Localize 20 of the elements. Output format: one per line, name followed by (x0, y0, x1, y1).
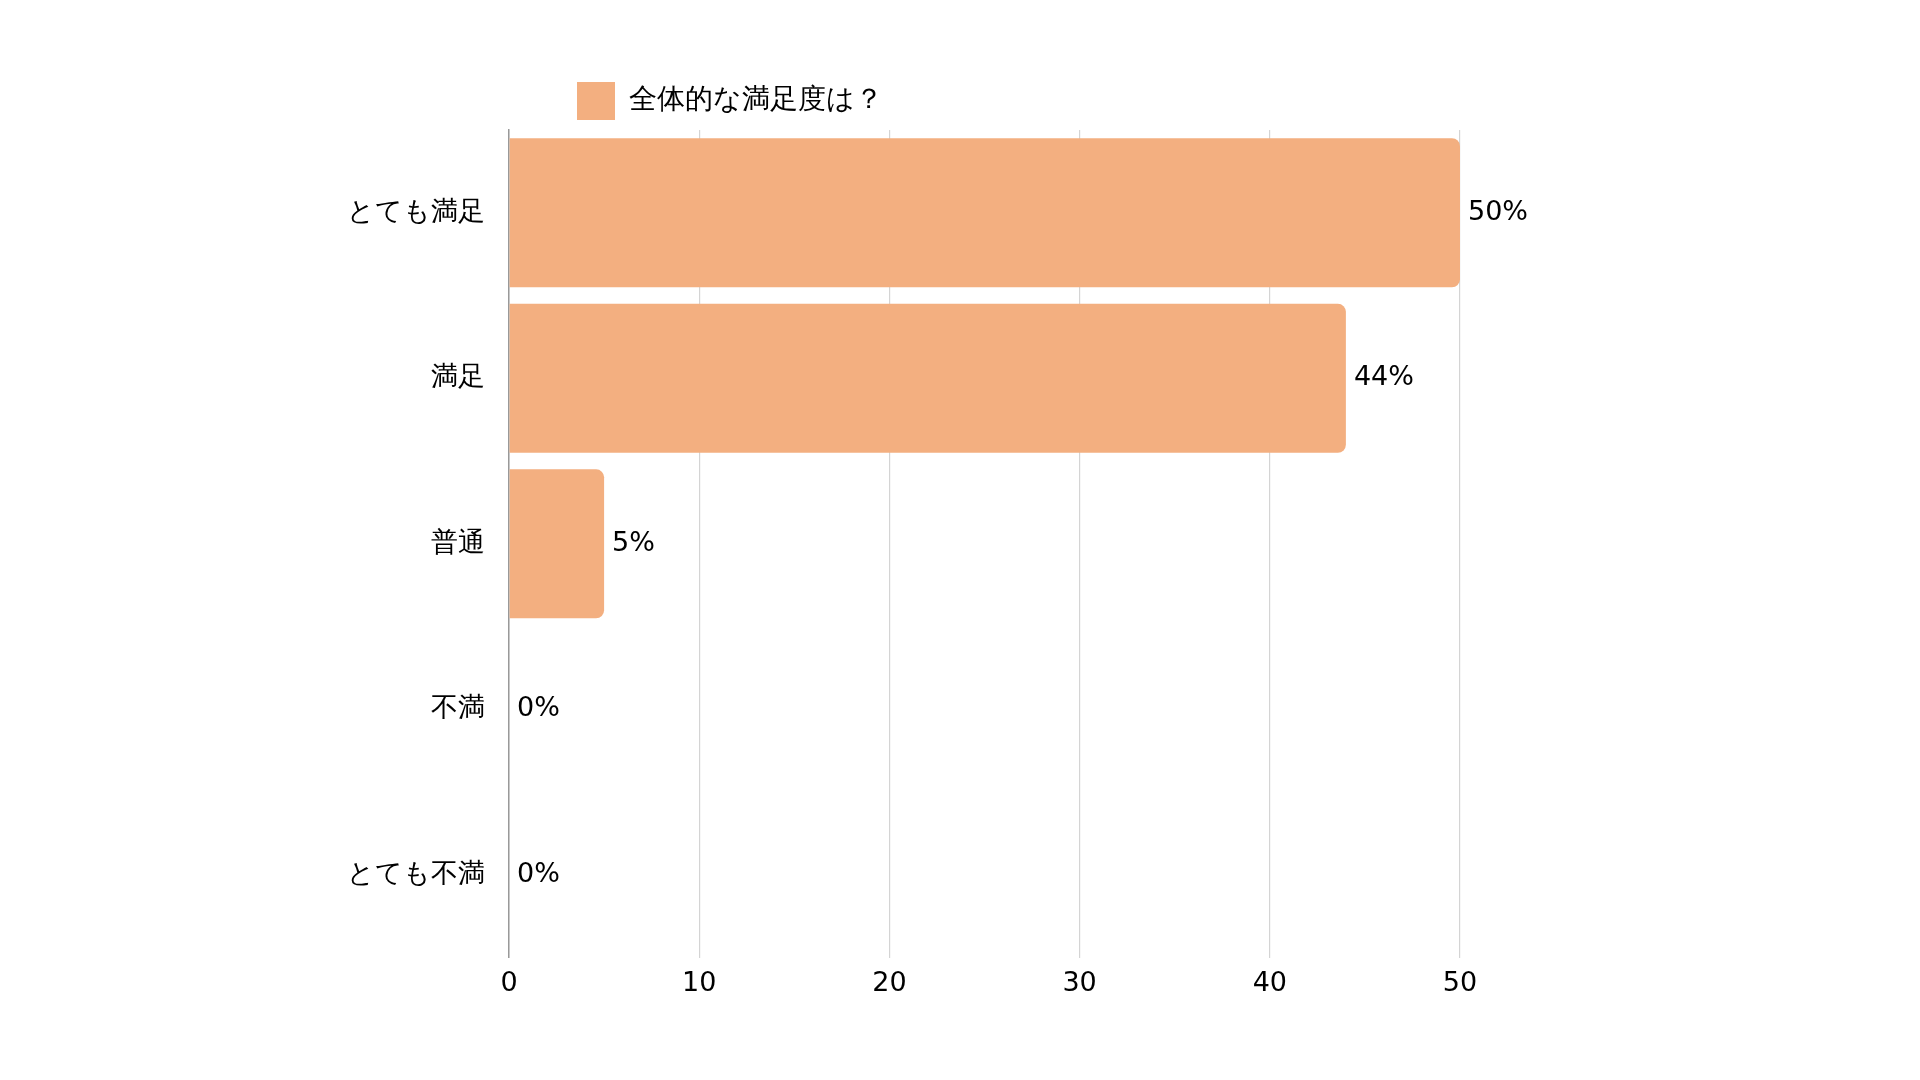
y-tick-label: 満足 (431, 360, 485, 392)
x-tick-label: 0 (500, 965, 518, 997)
y-tick-label: 普通 (431, 525, 485, 557)
y-tick-label: とても満足 (347, 194, 485, 226)
y-tick-label: 不満 (431, 691, 485, 723)
data-label: 0% (517, 691, 560, 723)
x-tick-label: 20 (872, 965, 907, 997)
data-label: 50% (1468, 194, 1529, 226)
bar (509, 469, 605, 619)
x-tick-label: 10 (682, 965, 717, 997)
data-label: 0% (517, 856, 560, 888)
y-tick-label: とても不満 (347, 856, 485, 888)
data-label: 5% (612, 525, 655, 557)
x-tick-label: 30 (1062, 965, 1097, 997)
x-tick-label: 50 (1442, 965, 1478, 997)
data-label: 44% (1353, 360, 1414, 392)
bar (509, 138, 1460, 288)
legend-label: 全体的な満足度は？ (629, 82, 883, 116)
x-tick-label: 40 (1252, 965, 1287, 997)
bar (509, 303, 1346, 453)
